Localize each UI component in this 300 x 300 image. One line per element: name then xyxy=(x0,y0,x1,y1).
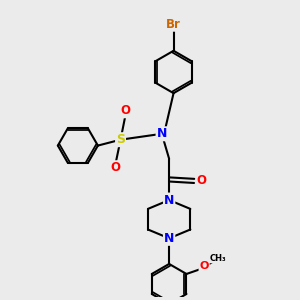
Text: Br: Br xyxy=(166,18,181,31)
Text: S: S xyxy=(116,133,125,146)
Text: O: O xyxy=(196,174,206,188)
Text: O: O xyxy=(121,104,131,117)
Text: O: O xyxy=(200,261,209,271)
Text: CH₃: CH₃ xyxy=(210,254,226,262)
Text: N: N xyxy=(164,232,174,245)
Text: N: N xyxy=(157,127,167,140)
Text: N: N xyxy=(164,194,174,207)
Text: O: O xyxy=(110,161,120,174)
